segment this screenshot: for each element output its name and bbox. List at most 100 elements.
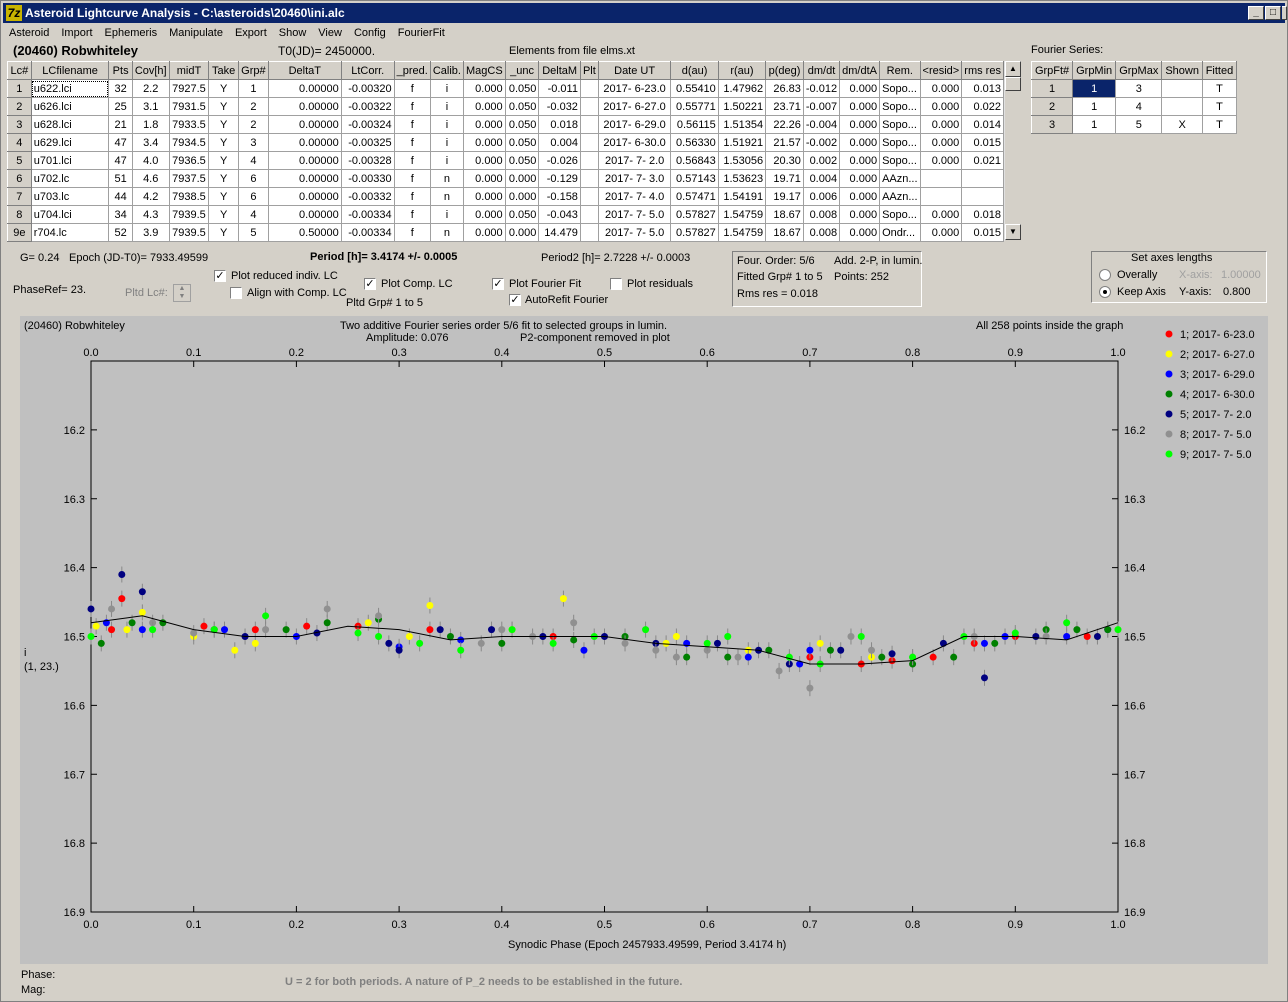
menu-export[interactable]: Export: [234, 27, 267, 39]
pltd-lc-spinner[interactable]: ▲ ▼: [173, 284, 191, 302]
table-row[interactable]: 6 u702.lc 51 4.6 7937.5 Y 6 0.00000 -0.00330 f n 0.…: [7, 169, 1004, 188]
column-header[interactable]: dm/dtA: [839, 61, 881, 80]
column-header[interactable]: Date UT: [597, 61, 672, 80]
column-header[interactable]: Take: [208, 61, 239, 80]
plot-reduced-checkbox[interactable]: ✓: [214, 270, 226, 282]
menu-config[interactable]: Config: [353, 27, 386, 39]
menu-fourierfit[interactable]: FourierFit: [397, 27, 445, 39]
menu-asteroid[interactable]: Asteroid: [9, 27, 50, 39]
close-button[interactable]: [1282, 6, 1287, 20]
table-scrollbar[interactable]: ▲ ▼: [1004, 61, 1021, 241]
column-header[interactable]: d(au): [670, 61, 719, 80]
column-header[interactable]: r(au): [717, 61, 767, 80]
overall-radio[interactable]: [1099, 269, 1111, 281]
fourier-cell[interactable]: [1161, 79, 1203, 98]
fourier-cell[interactable]: X: [1161, 115, 1203, 134]
fourier-cell[interactable]: 3: [1030, 115, 1074, 134]
fourier-column-header[interactable]: GrpFt#: [1030, 61, 1074, 80]
table-cell[interactable]: 3: [7, 115, 32, 134]
scroll-thumb[interactable]: [1005, 77, 1021, 91]
column-header[interactable]: Pts: [108, 61, 133, 80]
fourier-cell[interactable]: 2: [1030, 97, 1074, 116]
table-cell: Y: [208, 133, 239, 152]
column-header[interactable]: Rem.: [879, 61, 921, 80]
table-row[interactable]: 8 u704.lci 34 4.3 7939.5 Y 4 0.00000 -0.00334 f i 0…: [7, 205, 1004, 224]
lightcurve-plot[interactable]: 0.0 0.0 0.1 0.1 0.2 0.2 0.3 0.3 0.4 0.4 0.5 0.5 0.6 0…: [20, 316, 1268, 964]
fourier-column-header[interactable]: GrpMin: [1072, 61, 1117, 80]
table-row[interactable]: 9e r704.lc 52 3.9 7939.5 Y 5 0.50000 -0.00334 f n 0…: [7, 223, 1004, 242]
column-header[interactable]: DeltaT: [267, 61, 342, 80]
table-cell[interactable]: 2: [7, 97, 32, 116]
table-row[interactable]: 3 u628.lci 21 1.8 7933.5 Y 2 0.00000 -0.00324 f i 0…: [7, 115, 1004, 134]
table-cell[interactable]: 7: [7, 187, 32, 206]
column-header[interactable]: _unc: [504, 61, 540, 80]
x-tick-label: 0.4: [494, 919, 509, 931]
table-cell: AAzn...: [879, 187, 921, 206]
table-cell[interactable]: 6: [7, 169, 32, 188]
table-row[interactable]: 2 u626.lci 25 3.1 7931.5 Y 2 0.00000 -0.00322 f i 0…: [7, 97, 1004, 116]
column-header[interactable]: Calib.: [429, 61, 464, 80]
menu-view[interactable]: View: [318, 27, 342, 39]
column-header[interactable]: DeltaM: [538, 61, 581, 80]
title-bar[interactable]: 7z Asteroid Lightcurve Analysis - C:\ast…: [3, 3, 1285, 23]
maximize-button[interactable]: □: [1265, 6, 1281, 20]
fourier-cell[interactable]: 1: [1072, 79, 1117, 98]
table-row[interactable]: 7 u703.lc 44 4.2 7938.5 Y 6 0.00000 -0.00332 f n 0.…: [7, 187, 1004, 206]
plot-comp-checkbox[interactable]: ✓: [364, 278, 376, 290]
column-header[interactable]: p(deg): [765, 61, 804, 80]
plot-fit-checkbox[interactable]: ✓: [492, 278, 504, 290]
column-header[interactable]: Plt: [579, 61, 599, 80]
table-cell[interactable]: 1: [7, 79, 32, 98]
table-row[interactable]: 1 u622.lci 32 2.2 7927.5 Y 1 0.00000 -0.00320 f i 0…: [7, 79, 1004, 98]
column-header[interactable]: rms res: [961, 61, 1004, 80]
table-cell[interactable]: 5: [7, 151, 32, 170]
menu-import[interactable]: Import: [61, 27, 93, 39]
column-header[interactable]: Cov[h]: [131, 61, 170, 80]
fourier-cell[interactable]: 1: [1072, 97, 1117, 116]
table-cell[interactable]: 9e: [7, 223, 32, 242]
table-cell[interactable]: 8: [7, 205, 32, 224]
plot-residuals-checkbox[interactable]: [610, 278, 622, 290]
menu-manipulate[interactable]: Manipulate: [169, 27, 223, 39]
align-comp-checkbox[interactable]: [230, 287, 242, 299]
minimize-button[interactable]: _: [1248, 6, 1264, 20]
column-header[interactable]: midT: [168, 61, 210, 80]
autorefit-checkbox[interactable]: ✓: [509, 294, 521, 306]
fourier-cell[interactable]: T: [1201, 79, 1238, 98]
scroll-down-icon[interactable]: ▼: [1005, 224, 1021, 240]
fourier-cell[interactable]: T: [1201, 115, 1238, 134]
scroll-up-icon[interactable]: ▲: [1005, 61, 1021, 77]
column-header[interactable]: MagCS: [462, 61, 506, 80]
table-row[interactable]: 4 u629.lci 47 3.4 7934.5 Y 3 0.00000 -0.00325 f i 0…: [7, 133, 1004, 152]
fourier-cell[interactable]: 1: [1030, 79, 1074, 98]
column-header[interactable]: Lc#: [7, 61, 32, 80]
table-row[interactable]: 5 u701.lci 47 4.0 7936.5 Y 4 0.00000 -0.00328 f i 0…: [7, 151, 1004, 170]
fourier-cell[interactable]: 3: [1115, 79, 1163, 98]
fourier-cell[interactable]: 4: [1115, 97, 1163, 116]
x-axis-value[interactable]: 1.00000: [1221, 269, 1261, 281]
fourier-cell[interactable]: T: [1201, 97, 1238, 116]
keep-axis-radio[interactable]: [1099, 286, 1111, 298]
column-header[interactable]: Grp#: [237, 61, 269, 80]
column-header[interactable]: LCfilename: [30, 61, 110, 80]
menu-show[interactable]: Show: [278, 27, 307, 39]
table-cell[interactable]: 4: [7, 133, 32, 152]
fourier-cell[interactable]: 5: [1115, 115, 1163, 134]
fourier-cell[interactable]: [1161, 97, 1203, 116]
data-point: [621, 639, 629, 647]
fourier-cell[interactable]: 1: [1072, 115, 1117, 134]
fourier-column-header[interactable]: GrpMax: [1115, 61, 1163, 80]
fourier-column-header[interactable]: Fitted: [1201, 61, 1238, 80]
column-header[interactable]: LtCorr.: [340, 61, 395, 80]
column-header[interactable]: <resid>: [919, 61, 963, 80]
column-header[interactable]: dm/dt: [802, 61, 841, 80]
menu-ephemeris[interactable]: Ephemeris: [104, 27, 158, 39]
x-tick-label: 0.5: [597, 919, 612, 931]
fourier-column-header[interactable]: Shown: [1161, 61, 1203, 80]
y-axis-value[interactable]: 0.800: [1223, 286, 1251, 298]
column-header[interactable]: _pred.: [393, 61, 431, 80]
